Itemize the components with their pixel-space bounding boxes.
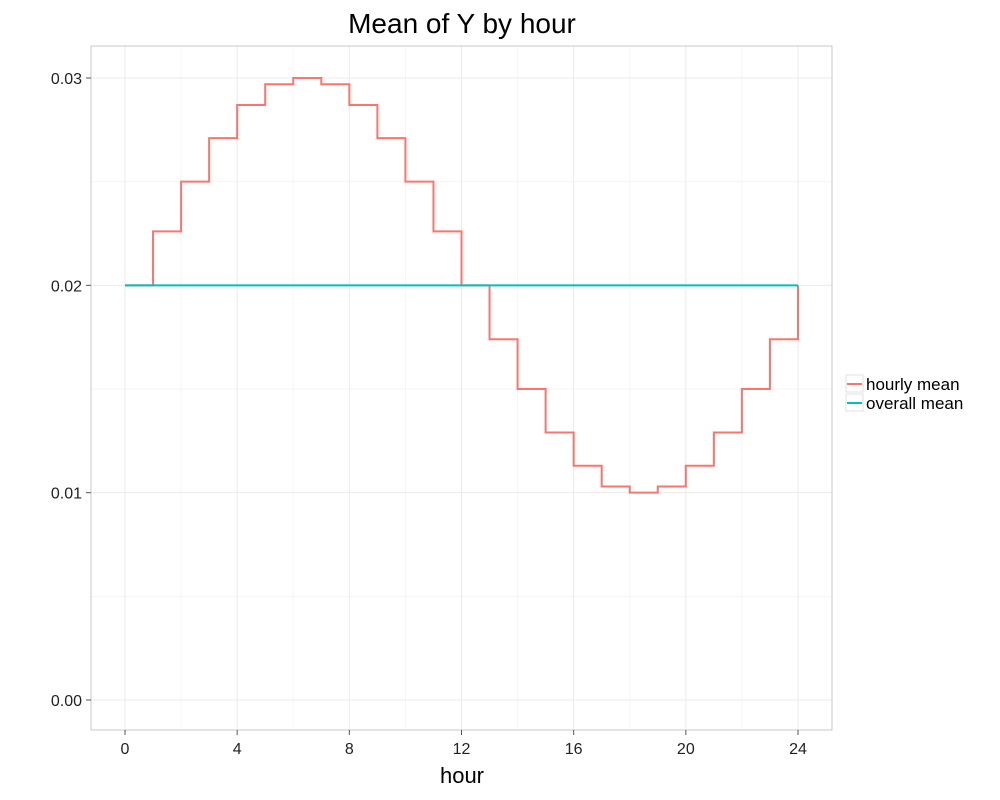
x-axis-label: hour (440, 763, 484, 788)
x-tick-label: 24 (789, 741, 807, 758)
x-tick-label: 4 (233, 741, 242, 758)
x-tick-label: 16 (565, 741, 583, 758)
x-tick-label: 8 (345, 741, 354, 758)
legend-label: hourly mean (866, 375, 960, 394)
series-lines (125, 77, 799, 494)
y-tick-label: 0.02 (51, 278, 82, 295)
x-tick-label: 20 (677, 741, 695, 758)
chart-title: Mean of Y by hour (348, 8, 576, 39)
y-tick-label: 0.00 (51, 693, 82, 710)
y-tick-label: 0.01 (51, 486, 82, 503)
y-tick-label: 0.03 (51, 71, 82, 88)
x-tick-label: 0 (121, 741, 130, 758)
x-tick-label: 12 (453, 741, 471, 758)
axes: 0 4 8 12 16 20 24 0.00 0.01 0.02 0.03 (51, 71, 807, 758)
grid (91, 46, 832, 730)
legend-label: overall mean (866, 394, 963, 413)
